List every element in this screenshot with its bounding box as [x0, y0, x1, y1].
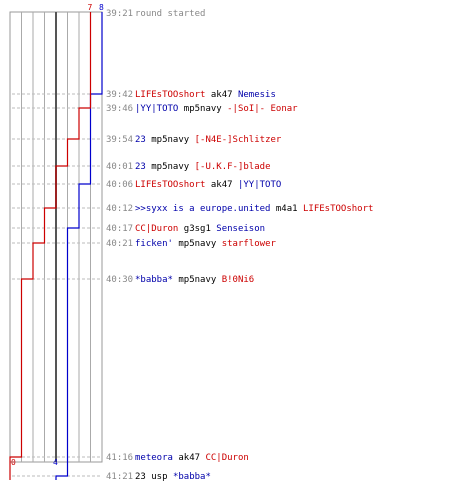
team-red-survivors-line — [9, 12, 92, 480]
team-blue-start-count: 8 — [99, 3, 104, 12]
event-message-part: 23 — [135, 135, 146, 145]
event-time: 41:21 — [106, 472, 133, 482]
event-message: >>syxx is a europe.united m4a1 LIFEsTOOs… — [135, 204, 373, 214]
event-message: *babba* mp5navy B!0Ni6 — [135, 275, 254, 285]
event-message-part: mp5navy — [178, 104, 227, 114]
event-message-part: LIFEsTOOshort — [303, 204, 373, 214]
event-message: 23 usp *babba* — [135, 472, 211, 482]
event-message-part: mp5navy — [173, 239, 222, 249]
event-message-part: |YY|TOTO — [135, 104, 178, 114]
event-message: CC|Duron g3sg1 Senseison — [135, 224, 265, 234]
event-message-part: g3sg1 — [178, 224, 216, 234]
event-time: 40:17 — [106, 224, 133, 234]
event-message-part: B!0Ni6 — [222, 275, 255, 285]
event-message-part: 23 — [135, 472, 146, 482]
event-message-part: -|SoI|- Eonar — [227, 104, 298, 114]
event-message-part: 23 — [135, 162, 146, 172]
event-message-part: >>syxx is a europe.united — [135, 204, 270, 214]
event-message: LIFEsTOOshort ak47 Nemesis — [135, 90, 276, 100]
event-message-part: mp5navy — [173, 275, 222, 285]
event-message-part: *babba* — [135, 275, 173, 285]
event-message: ficken' mp5navy starflower — [135, 239, 276, 249]
team-red-end-count: 0 — [11, 458, 16, 467]
event-message: 23 mp5navy [-U.K.F-]blade — [135, 162, 270, 172]
event-message-part: LIFEsTOOshort — [135, 90, 205, 100]
event-message-part: starflower — [222, 239, 277, 249]
event-message-part: mp5navy — [146, 162, 195, 172]
event-time: 39:21 — [106, 9, 133, 19]
event-message-part: meteora — [135, 453, 173, 463]
event-message-part: round started — [135, 9, 205, 19]
event-time: 40:30 — [106, 275, 133, 285]
event-time: 40:12 — [106, 204, 133, 214]
team-blue-end-count: 4 — [53, 458, 58, 467]
event-message-part: usp — [146, 472, 173, 482]
event-message: 23 mp5navy [-N4E-]Schlitzer — [135, 135, 282, 145]
event-message-part: LIFEsTOOshort — [135, 180, 205, 190]
event-message: meteora ak47 CC|Duron — [135, 453, 249, 463]
event-message-part: Senseison — [216, 224, 265, 234]
event-message-part: ficken' — [135, 239, 173, 249]
event-message: |YY|TOTO mp5navy -|SoI|- Eonar — [135, 104, 298, 114]
event-time: 40:21 — [106, 239, 133, 249]
event-message-part: ak47 — [205, 180, 238, 190]
event-message-part: CC|Duron — [135, 224, 178, 234]
event-message-part: CC|Duron — [205, 453, 248, 463]
event-message-part: [-N4E-]Schlitzer — [195, 135, 282, 145]
event-message: round started — [135, 9, 205, 19]
event-time: 40:06 — [106, 180, 133, 190]
event-message-part: |YY|TOTO — [238, 180, 281, 190]
event-message-part: [-U.K.F-]blade — [195, 162, 271, 172]
event-time: 39:54 — [106, 135, 133, 145]
event-message-part: Nemesis — [238, 90, 276, 100]
event-time: 39:42 — [106, 90, 133, 100]
event-message-part: ak47 — [205, 90, 238, 100]
event-message-part: ak47 — [173, 453, 206, 463]
event-message: LIFEsTOOshort ak47 |YY|TOTO — [135, 180, 281, 190]
event-message-part: *babba* — [173, 472, 211, 482]
event-message-part: mp5navy — [146, 135, 195, 145]
event-time: 39:46 — [106, 104, 133, 114]
event-time: 40:01 — [106, 162, 133, 172]
event-message-part: m4a1 — [270, 204, 303, 214]
team-red-start-count: 7 — [88, 3, 93, 12]
event-time: 41:16 — [106, 453, 133, 463]
